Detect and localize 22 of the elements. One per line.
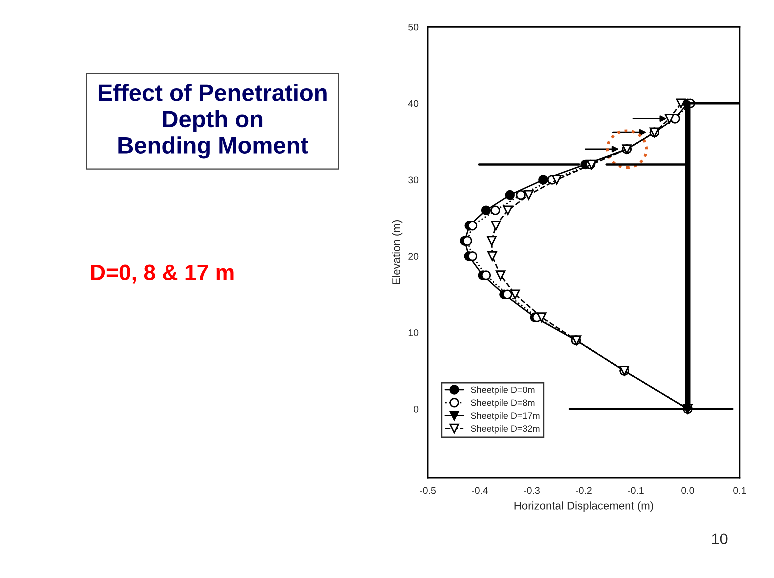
- text: D=0, 8 & 17 m: [91, 264, 234, 284]
- legend-label: Sheetpile D=8m: [471, 400, 535, 408]
- legend-label: Sheetpile D=17m: [471, 412, 540, 421]
- x-tick-label: -0.4: [472, 487, 488, 494]
- text: 10: [712, 534, 728, 545]
- text: Effect of Penetration Depth on Bending Moment: [98, 84, 327, 159]
- x-tick-label: 0.0: [682, 487, 694, 494]
- y-axis-title: Elevation (m): [392, 220, 403, 284]
- legend-label: Sheetpile D=0m: [471, 386, 535, 396]
- x-axis-title: Horizontal Displacement (m): [514, 502, 654, 512]
- y-tick-label: 10: [408, 330, 419, 336]
- y-tick-label: 40: [408, 100, 419, 108]
- x-tick-label: -0.1: [628, 487, 644, 494]
- y-tick-label: 0: [414, 406, 419, 413]
- legend-label: Sheetpile D=32m: [471, 425, 540, 434]
- x-tick-label: -0.3: [524, 487, 540, 494]
- x-tick-label: -0.5: [420, 487, 436, 494]
- y-tick-label: 50: [408, 24, 419, 31]
- x-tick-label: 0.1: [734, 487, 746, 494]
- y-tick-label: 30: [408, 176, 419, 184]
- y-tick-label: 20: [408, 253, 419, 260]
- x-tick-label: -0.2: [576, 487, 592, 494]
